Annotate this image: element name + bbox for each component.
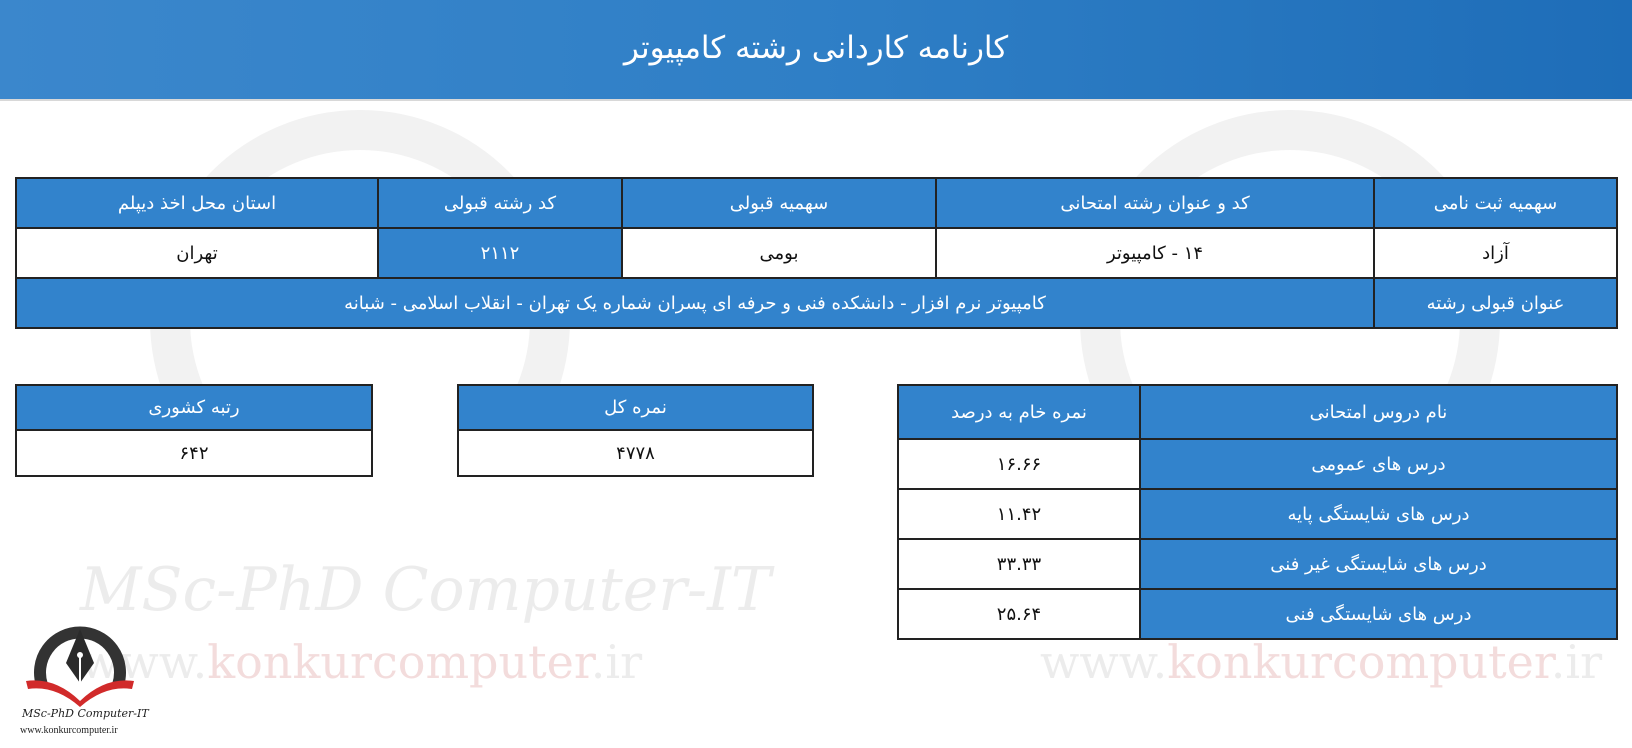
subject-score: ۲۵.۶۴ — [897, 588, 1141, 640]
info-header-row: سهمیه ثبت نامی کد و عنوان رشته امتحانی س… — [15, 177, 1618, 229]
header-raw-score: نمره خام به درصد — [897, 384, 1141, 440]
info-table: سهمیه ثبت نامی کد و عنوان رشته امتحانی س… — [15, 177, 1618, 329]
watermark-url-left: www.konkurcomputer.ir — [80, 635, 643, 689]
total-value: ۴۷۷۸ — [457, 429, 814, 477]
value-accepted-code: ۲۱۱۲ — [377, 227, 623, 279]
pen-book-logo-icon — [26, 626, 134, 707]
table-row: درس های شایستگی غیر فنی ۳۳.۳۳ — [897, 538, 1618, 590]
watermark-brand-left: MSc-PhD Computer-IT — [80, 555, 771, 625]
value-accepted-quota: بومی — [621, 227, 937, 279]
logo-brand-text: MSc-PhD Computer-IT — [22, 707, 149, 720]
accepted-row: عنوان قبولی رشته کامپیوتر نرم افزار - دا… — [15, 277, 1618, 329]
scores-table: نام دروس امتحانی نمره خام به درصد درس ها… — [897, 384, 1618, 640]
info-value-row: آزاد ۱۴ - کامپیوتر بومی ۲۱۱۲ تهران — [15, 227, 1618, 279]
subject-name: درس های عمومی — [1139, 438, 1618, 490]
header-exam-field: کد و عنوان رشته امتحانی — [935, 177, 1375, 229]
subject-name: درس های شایستگی فنی — [1139, 588, 1618, 640]
total-score-table: نمره کل ۴۷۷۸ — [457, 384, 814, 477]
rank-label: رتبه کشوری — [15, 384, 373, 431]
watermark-url-right: www.konkurcomputer.ir — [1040, 635, 1603, 689]
total-label: نمره کل — [457, 384, 814, 431]
page-title: کارنامه کاردانی رشته کامپیوتر — [623, 30, 1009, 66]
subject-name: درس های شایستگی غیر فنی — [1139, 538, 1618, 590]
subject-name: درس های شایستگی پایه — [1139, 488, 1618, 540]
table-row: درس های شایستگی پایه ۱۱.۴۲ — [897, 488, 1618, 540]
header-subject: نام دروس امتحانی — [1139, 384, 1618, 440]
value-registration-quota: آزاد — [1373, 227, 1618, 279]
rank-table: رتبه کشوری ۶۴۲ — [15, 384, 373, 477]
subject-score: ۱۶.۶۶ — [897, 438, 1141, 490]
value-diploma-province: تهران — [15, 227, 379, 279]
header-diploma-province: استان محل اخذ دیپلم — [15, 177, 379, 229]
header-bar: کارنامه کاردانی رشته کامپیوتر — [0, 0, 1632, 101]
value-exam-field: ۱۴ - کامپیوتر — [935, 227, 1375, 279]
header-accepted-code: کد رشته قبولی — [377, 177, 623, 229]
subject-score: ۳۳.۳۳ — [897, 538, 1141, 590]
table-row: درس های عمومی ۱۶.۶۶ — [897, 438, 1618, 490]
header-accepted-quota: سهمیه قبولی — [621, 177, 937, 229]
logo-url-text: www.konkurcomputer.ir — [20, 725, 118, 736]
scores-header-row: نام دروس امتحانی نمره خام به درصد — [897, 384, 1618, 440]
logo: MSc-PhD Computer-IT www.konkurcomputer.i… — [20, 615, 149, 745]
header-registration-quota: سهمیه ثبت نامی — [1373, 177, 1618, 229]
accepted-value: کامپیوتر نرم افزار - دانشکده فنی و حرفه … — [15, 277, 1375, 329]
subject-score: ۱۱.۴۲ — [897, 488, 1141, 540]
accepted-label: عنوان قبولی رشته — [1373, 277, 1618, 329]
table-row: درس های شایستگی فنی ۲۵.۶۴ — [897, 588, 1618, 640]
rank-value: ۶۴۲ — [15, 429, 373, 477]
